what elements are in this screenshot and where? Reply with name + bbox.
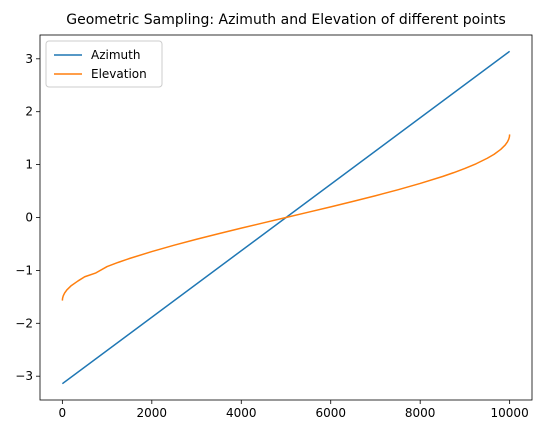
chart-title: Geometric Sampling: Azimuth and Elevatio…: [66, 12, 506, 28]
legend-label-azimuth: Azimuth: [91, 48, 140, 62]
y-tick-label: 1: [25, 158, 33, 172]
x-tick-label: 8000: [405, 406, 436, 420]
y-tick-label: −2: [15, 316, 33, 330]
x-tick-label: 6000: [315, 406, 346, 420]
x-tick-label: 4000: [226, 406, 257, 420]
legend-label-elevation: Elevation: [91, 67, 147, 81]
y-tick-label: 0: [25, 211, 33, 225]
series-line-elevation: [61, 134, 511, 301]
plot-area: 0 2000 4000 6000 8000 10000 −3 −2 −1 0 1 2 3 Azimuth E…: [15, 34, 533, 420]
legend-box: [45, 40, 163, 88]
y-tick-label: −1: [15, 263, 33, 277]
y-tick-label: 2: [25, 105, 33, 119]
y-tick-label: −3: [15, 369, 33, 383]
x-tick-label: 2000: [137, 406, 168, 420]
y-tick-label: 3: [25, 52, 33, 66]
x-tick-label: 0: [59, 406, 67, 420]
x-tick-label: 10000: [491, 406, 529, 420]
